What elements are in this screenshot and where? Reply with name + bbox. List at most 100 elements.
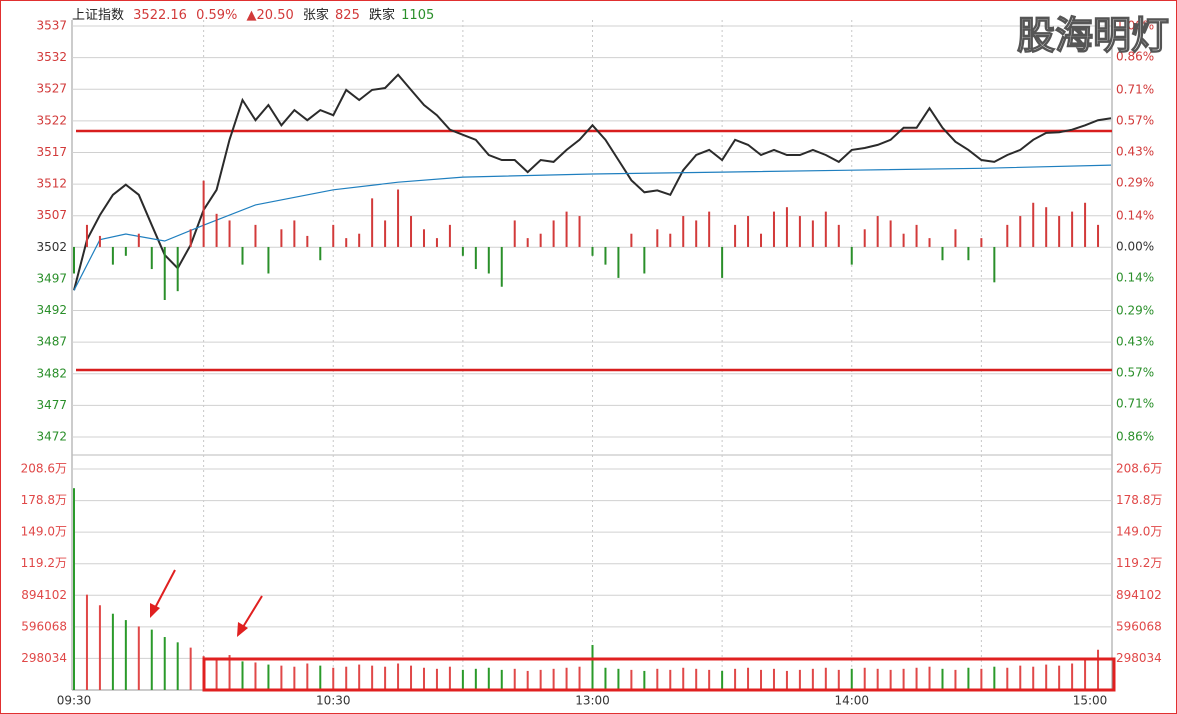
bar [215,658,218,690]
price-line [73,73,1112,291]
bar [500,669,503,690]
bar [811,668,814,690]
bar [928,238,931,247]
bar [332,224,335,247]
bar [241,246,244,265]
y-tick-label: 3482 [36,366,67,380]
y-tick-label: 3532 [36,50,67,64]
bar [954,229,957,247]
bar [526,670,529,690]
bar [980,238,983,247]
bar [617,668,620,690]
arrow-head [150,603,160,618]
bar [902,668,905,690]
bar [345,666,348,690]
bar [435,238,438,247]
bar [1045,664,1048,690]
bar [163,246,166,300]
bar [474,246,477,270]
y2-tick-label: 0.00% [1116,239,1154,253]
bar [280,665,283,690]
bar [539,669,542,690]
arrow [242,595,263,628]
bar [850,668,853,690]
bar [617,246,620,278]
y-tick-label: 3492 [36,303,67,317]
bar [526,238,529,247]
bar [552,668,555,690]
bar [150,629,153,690]
bar [915,224,918,247]
bar [254,224,257,247]
bar [397,189,400,247]
bar [1058,216,1061,247]
bar [889,669,892,690]
y2-tick-label: 0.43% [1116,334,1154,348]
bar [578,666,581,690]
bar [915,667,918,690]
bar [513,668,516,690]
bar [552,220,555,247]
bar [669,233,672,247]
y2-tick-label: 0.29% [1116,304,1154,318]
bar [643,246,646,274]
y-tick-label-right: 178.8万 [1116,493,1162,507]
bar [358,233,361,247]
bar [98,605,101,690]
plot: 3537 3532 3527 3522 3517 3512 3507 3502 3497 3492… [21,19,1163,708]
bar [371,665,374,690]
bar [772,668,775,690]
bar [189,647,192,690]
y-tick-label: 3512 [36,177,67,191]
bar [850,246,853,265]
bar [293,220,296,247]
bar [228,220,231,247]
y-tick-label: 149.0万 [21,525,67,539]
y-tick-label: 596068 [21,619,67,633]
bar [241,661,244,690]
pct: 0.59% [196,8,238,23]
bar [967,246,970,261]
bar [902,233,905,247]
bar [448,666,451,690]
bar [319,665,322,690]
bar [798,669,801,690]
bar [656,229,659,247]
bar [630,233,633,247]
bar [1006,667,1009,690]
bar [189,229,192,247]
bar [695,668,698,690]
y2-tick-label: 0.14% [1116,209,1154,223]
bar [111,613,114,690]
bar [254,662,257,690]
bar [1084,202,1087,247]
y2-tick-label: 0.86% [1116,430,1154,444]
bar [941,246,944,261]
bar [73,488,75,690]
bar [1084,658,1087,690]
bar [137,626,140,690]
bar [384,220,387,247]
bar [747,667,750,690]
bar [448,224,451,247]
bar [176,246,179,292]
bar [747,216,750,247]
bar [824,667,827,690]
bar [215,213,218,247]
bar [993,666,996,690]
y-tick-label: 178.8万 [21,493,67,507]
bar [669,669,672,690]
bar [1006,224,1009,247]
watermark: 股海明灯 [1017,14,1169,58]
down-label: 跌家 [369,8,396,23]
y2-tick-label: 1.00% [1116,19,1154,33]
bar [863,229,866,247]
bar [837,669,840,690]
bar [760,669,763,690]
bar [889,220,892,247]
y2-tick-label: 0.29% [1116,175,1154,189]
bar [695,220,698,247]
bar [461,246,464,256]
